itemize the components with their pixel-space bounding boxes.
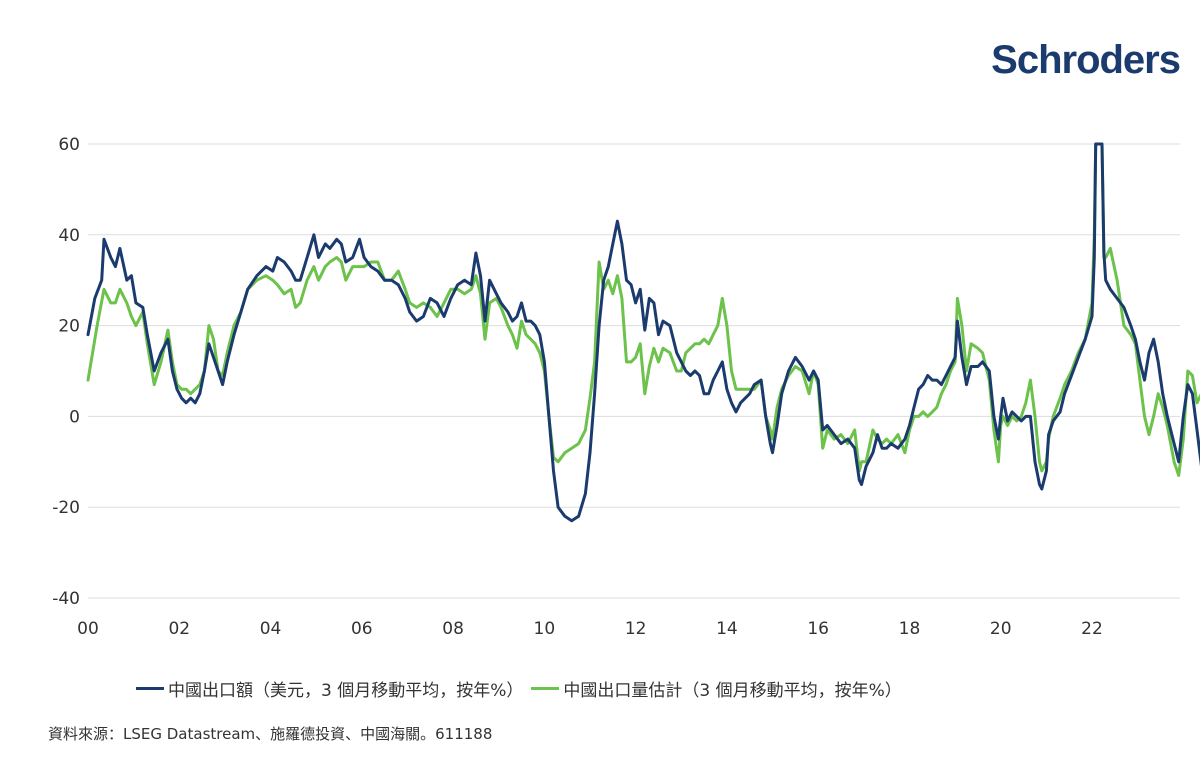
x-tick-label: 18 — [899, 619, 921, 639]
gridlines — [88, 143, 1180, 599]
legend: 中國出口額（美元，3 個月移動平均，按年%） 中國出口量估計（3 個月移動平均，… — [136, 676, 910, 701]
legend-label-export-value: 中國出口額（美元，3 個月移動平均，按年%） — [168, 681, 524, 701]
x-axis-ticks: 00 02 04 06 08 10 12 14 16 18 20 22 — [77, 619, 1103, 639]
source-note: 資料來源：LSEG Datastream、施羅德投資、中國海關。611188 — [48, 725, 493, 743]
x-tick-label: 04 — [260, 619, 282, 639]
legend-item-export-value: 中國出口額（美元，3 個月移動平均，按年%） — [136, 676, 523, 701]
legend-swatch-export-value — [136, 687, 164, 690]
y-tick-label: 40 — [58, 226, 80, 246]
y-tick-label: -20 — [52, 498, 80, 518]
legend-label-export-volume: 中國出口量估計（3 個月移動平均，按年%） — [563, 681, 902, 701]
y-tick-label: 60 — [58, 135, 80, 155]
series-line-export-value — [86, 142, 1200, 523]
y-tick-label: 20 — [58, 317, 80, 337]
x-tick-label: 12 — [625, 619, 647, 639]
x-tick-label: 22 — [1081, 619, 1103, 639]
x-tick-label: 16 — [807, 619, 829, 639]
legend-item-export-volume: 中國出口量估計（3 個月移動平均，按年%） — [531, 676, 902, 701]
x-tick-label: 00 — [77, 619, 99, 639]
line-chart: 60 40 20 0 -20 -40 00 02 04 06 08 10 12 14 16 18 20 22 — [52, 135, 1200, 639]
x-tick-label: 14 — [716, 619, 738, 639]
series-line-export-volume — [86, 142, 1200, 477]
y-tick-label: -40 — [52, 589, 80, 609]
x-tick-label: 06 — [351, 619, 373, 639]
x-tick-label: 20 — [990, 619, 1012, 639]
x-tick-label: 02 — [168, 619, 190, 639]
series-lines — [86, 142, 1200, 523]
schroders-logo: Schroders — [991, 38, 1181, 82]
y-tick-label: 0 — [69, 407, 80, 427]
y-axis-ticks: 60 40 20 0 -20 -40 — [52, 135, 80, 609]
legend-swatch-export-volume — [531, 687, 560, 690]
x-tick-label: 08 — [442, 619, 464, 639]
x-tick-label: 10 — [534, 619, 556, 639]
